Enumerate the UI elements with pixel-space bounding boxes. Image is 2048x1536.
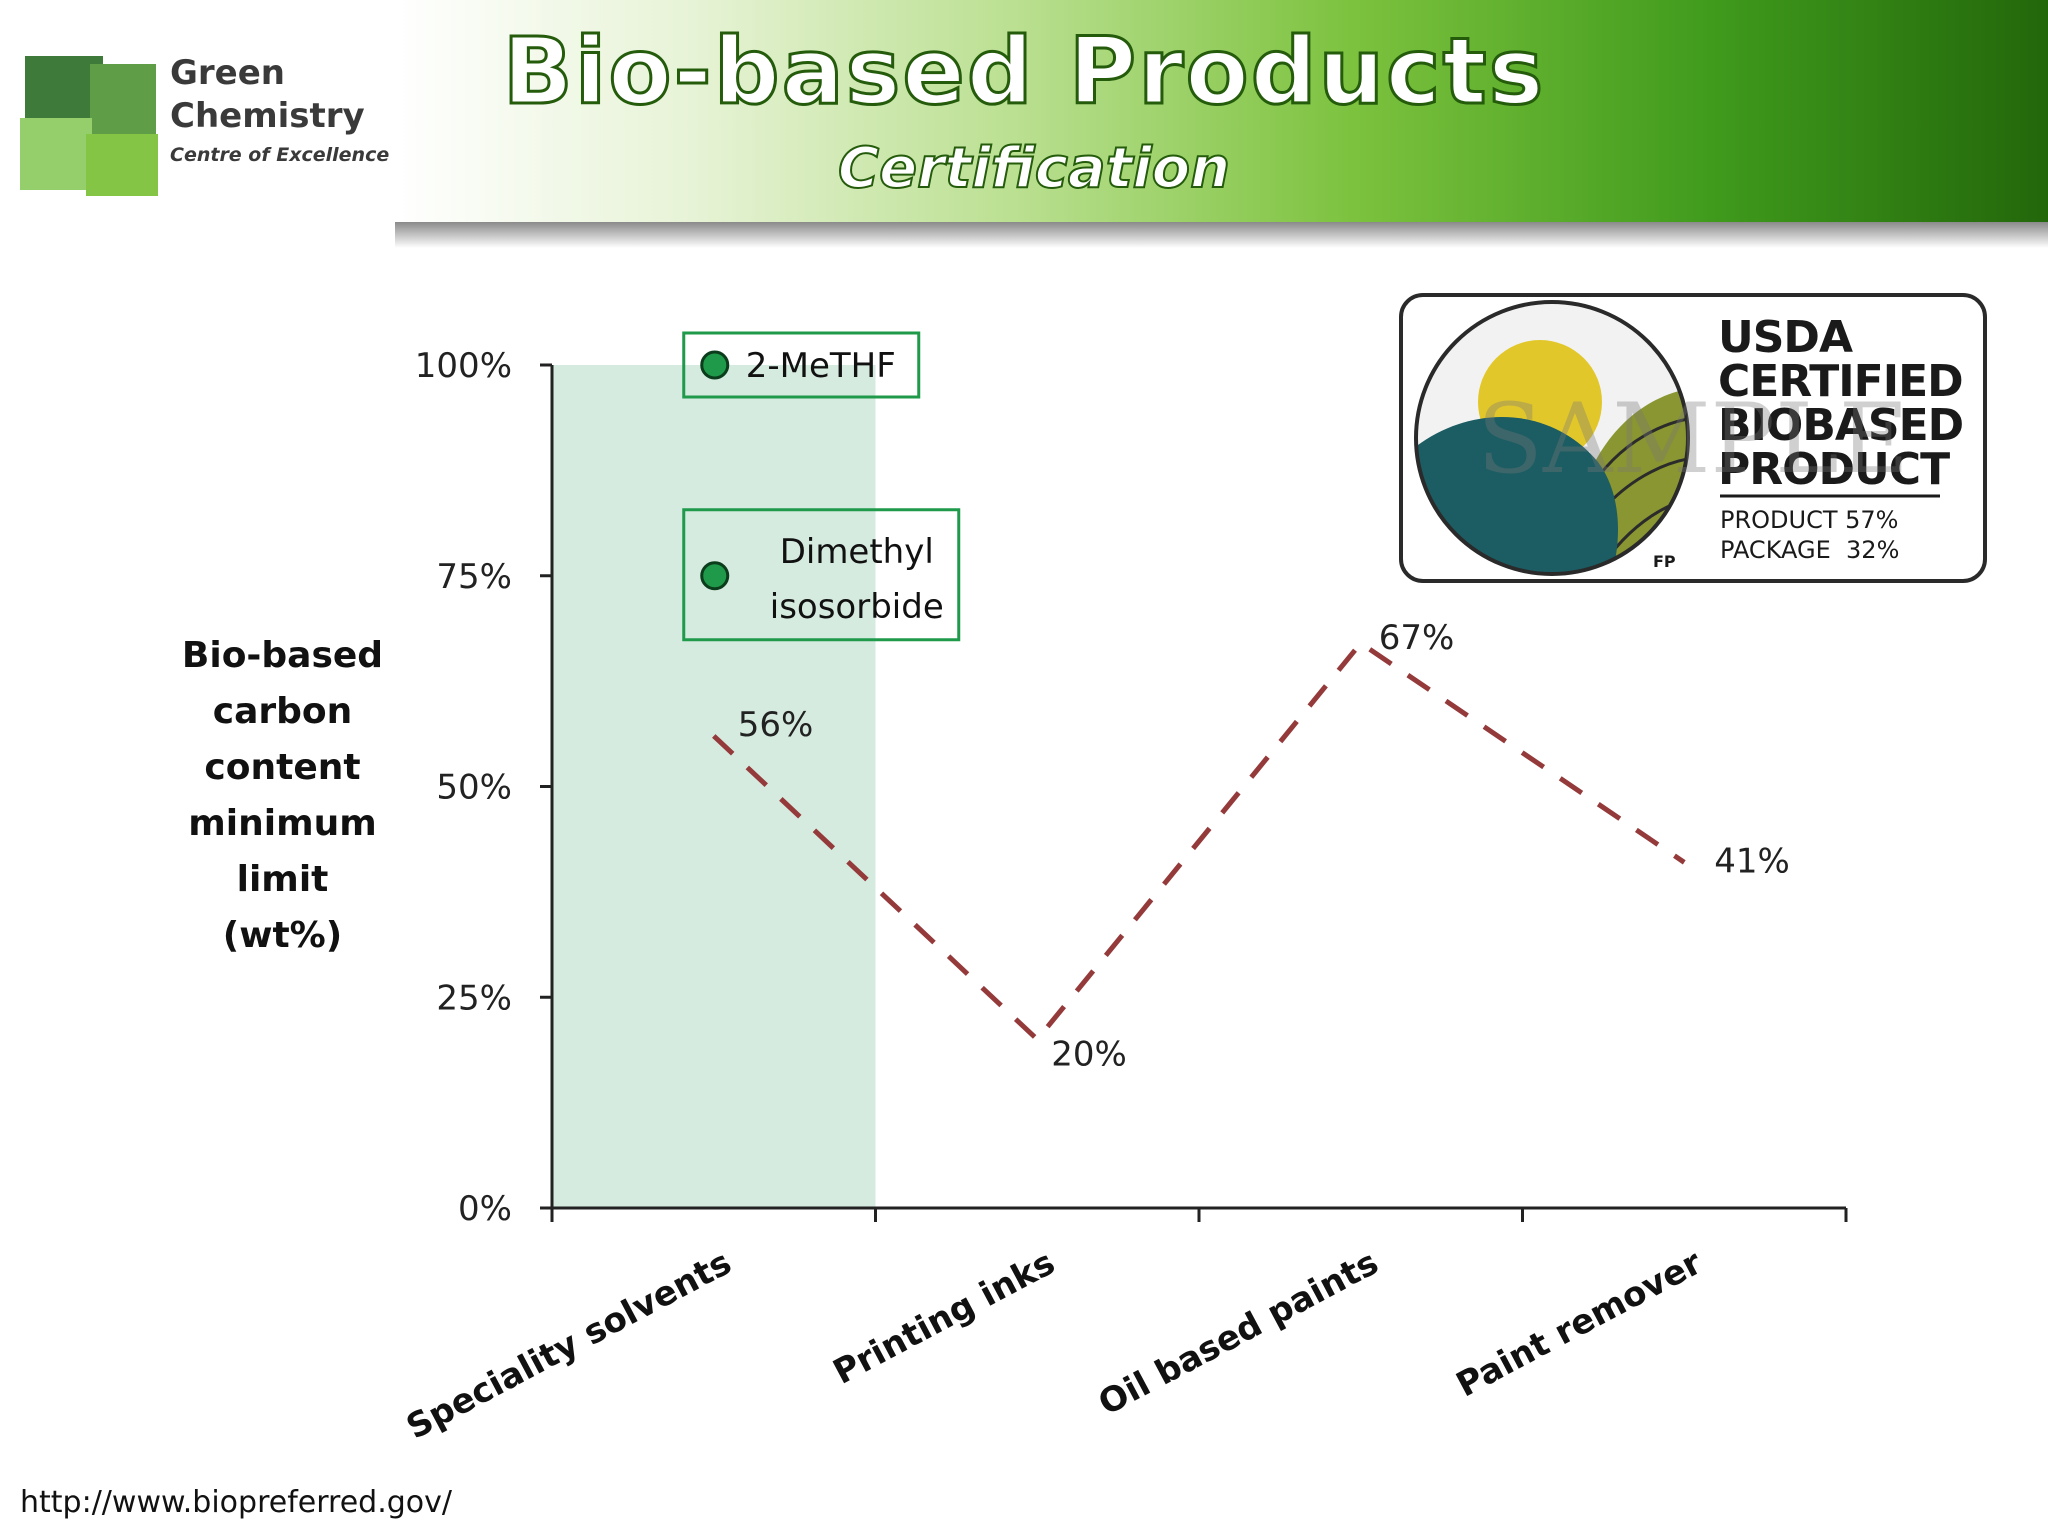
x-category-label: Oil based paints <box>1092 1243 1385 1424</box>
x-category-label: Speciality solvents <box>400 1243 738 1448</box>
badge-product-share: PRODUCT 57% <box>1720 506 1898 534</box>
y-axis-label-line: limit <box>236 859 329 900</box>
logo-centre: Centre of Excellence <box>170 144 390 166</box>
logo-text: Green Chemistry Centre of Excellence <box>170 52 389 170</box>
logo-square-light <box>20 118 92 190</box>
data-label: 56% <box>738 705 814 745</box>
dimethyl-isosorbide-box <box>682 508 961 642</box>
header-shadow <box>395 222 2048 248</box>
page-title: Bio-based Products <box>501 17 1546 127</box>
dimethyl-isosorbide-point <box>700 561 730 591</box>
y-tick-label: 25% <box>436 978 512 1018</box>
y-tick-label: 50% <box>436 768 512 808</box>
badge-seal <box>1416 302 1688 574</box>
highlight-region <box>552 365 876 1208</box>
header-band <box>395 0 2048 232</box>
y-axis-label-line: (wt%) <box>222 915 343 956</box>
data-label: 20% <box>1051 1034 1127 1074</box>
y-axis-label: Bio-based carbon content minimum limit (… <box>150 628 415 964</box>
data-label: 67% <box>1379 618 1455 658</box>
footer-url[interactable]: http://www.biopreferred.gov/ <box>20 1485 452 1520</box>
series-line <box>712 639 1686 1044</box>
badge-line-certified: CERTIFIED <box>1718 356 1963 407</box>
badge-line-usda: USDA <box>1718 312 1853 363</box>
y-tick-label: 100% <box>415 346 512 386</box>
badge-line-product: PRODUCT <box>1718 444 1950 495</box>
x-category-label: Paint remover <box>1450 1243 1709 1406</box>
y-axis-label-line: content <box>204 747 361 788</box>
logo-chemistry: Chemistry <box>170 96 365 136</box>
logo-square-bright <box>86 134 158 196</box>
methf-point <box>700 350 730 380</box>
badge-fp: FP <box>1653 552 1676 571</box>
y-axis-label-line: carbon <box>212 691 353 732</box>
badge-package-share: PACKAGE 32% <box>1720 536 1899 564</box>
dimethyl-isosorbide-label-line1: Dimethyl <box>780 532 934 572</box>
methf-box <box>682 331 921 399</box>
y-axis-label-line: Bio-based <box>181 635 384 676</box>
y-tick-label: 75% <box>436 557 512 597</box>
data-label: 41% <box>1714 841 1790 881</box>
logo-green: Green <box>170 53 285 93</box>
logo-square-mid <box>90 64 156 134</box>
x-category-label: Printing inks <box>827 1243 1062 1393</box>
points-layer: 2-MeTHF Dimethyl isosorbide <box>682 331 961 642</box>
page-subtitle: Certification <box>837 135 1231 202</box>
dimethyl-isosorbide-label-line2: isosorbide <box>770 587 944 627</box>
methf-label: 2-MeTHF <box>746 346 896 386</box>
series-layer: 56% 20% 67% 41% <box>712 618 1790 1074</box>
y-tick-label: 0% <box>458 1189 512 1229</box>
y-axis-label-line: minimum <box>188 803 377 844</box>
usda-badge: FP USDA CERTIFIED BIOBASED PRODUCT PRODU… <box>1399 293 1987 583</box>
badge-watermark: SAMPLE <box>1477 383 1909 495</box>
badge-line-biobased: BIOBASED <box>1718 400 1963 451</box>
